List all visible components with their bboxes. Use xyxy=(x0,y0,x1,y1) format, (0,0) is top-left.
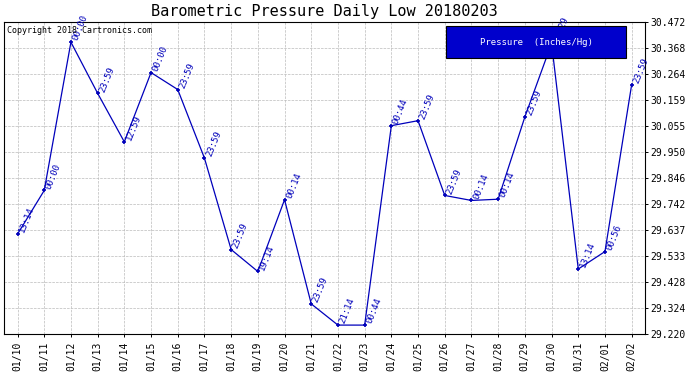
Text: 21:14: 21:14 xyxy=(338,297,356,325)
Point xyxy=(520,114,531,120)
Point xyxy=(386,123,397,129)
Text: 23:59: 23:59 xyxy=(97,65,116,93)
Text: 00:00: 00:00 xyxy=(44,162,63,190)
Text: 13:14: 13:14 xyxy=(578,241,597,269)
Point xyxy=(600,249,611,255)
Point xyxy=(199,155,210,161)
Text: 00:44: 00:44 xyxy=(364,297,383,325)
Text: 23:59: 23:59 xyxy=(445,167,463,195)
Point xyxy=(440,192,451,198)
Text: 23:59: 23:59 xyxy=(178,61,196,90)
Text: 00:00: 00:00 xyxy=(151,44,170,73)
Point xyxy=(119,139,130,145)
Text: 12:59: 12:59 xyxy=(124,114,143,142)
Text: 02:29: 02:29 xyxy=(551,15,570,44)
Point xyxy=(306,301,317,307)
Point xyxy=(359,322,370,328)
Point xyxy=(226,247,237,253)
Text: 00:14: 00:14 xyxy=(471,172,490,201)
Point xyxy=(546,40,557,46)
Text: 00:56: 00:56 xyxy=(605,223,623,252)
Point xyxy=(279,197,290,203)
Text: 00:44: 00:44 xyxy=(391,98,410,126)
Point xyxy=(39,188,50,194)
Text: 23:59: 23:59 xyxy=(631,56,650,84)
Point xyxy=(66,39,77,45)
Point xyxy=(92,90,103,96)
Text: Pressure  (Inches/Hg): Pressure (Inches/Hg) xyxy=(480,38,593,46)
Text: 23:59: 23:59 xyxy=(418,92,437,121)
Point xyxy=(626,81,637,87)
Text: 23:59: 23:59 xyxy=(204,130,223,158)
Point xyxy=(12,231,23,237)
Text: 23:59: 23:59 xyxy=(311,276,330,304)
FancyBboxPatch shape xyxy=(446,26,626,58)
Text: 00:00: 00:00 xyxy=(71,14,89,42)
Text: 00:14: 00:14 xyxy=(284,171,303,200)
Point xyxy=(466,198,477,204)
Point xyxy=(146,70,157,76)
Point xyxy=(573,266,584,272)
Point xyxy=(253,268,264,274)
Point xyxy=(413,118,424,124)
Text: 13:14: 13:14 xyxy=(17,206,36,234)
Text: Copyright 2018 Cartronics.com: Copyright 2018 Cartronics.com xyxy=(8,26,152,35)
Point xyxy=(333,322,344,328)
Title: Barometric Pressure Daily Low 20180203: Barometric Pressure Daily Low 20180203 xyxy=(151,4,498,19)
Text: 23:59: 23:59 xyxy=(231,221,250,250)
Point xyxy=(172,87,184,93)
Text: 23:59: 23:59 xyxy=(525,88,543,117)
Point xyxy=(493,196,504,202)
Text: 00:14: 00:14 xyxy=(498,171,517,199)
Text: 19:14: 19:14 xyxy=(258,243,276,272)
